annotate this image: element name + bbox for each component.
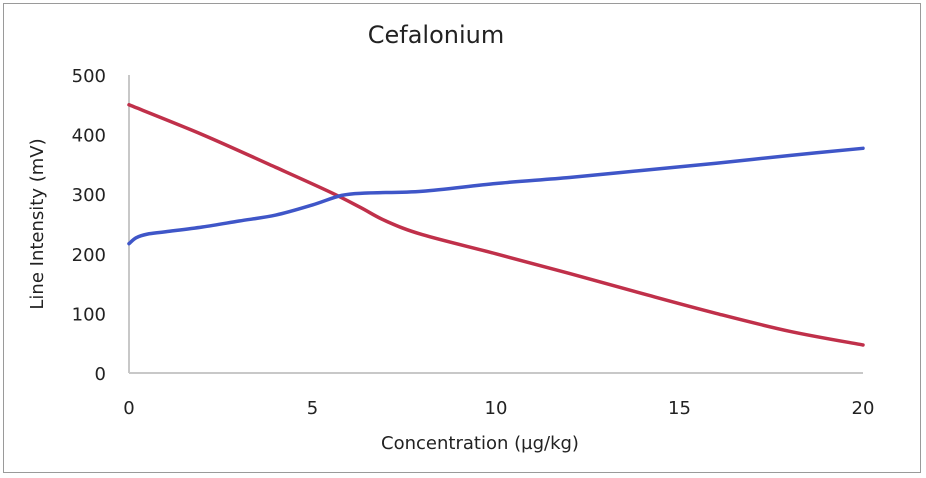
- y-tick-label: 200: [72, 245, 106, 266]
- y-tick-label: 500: [72, 66, 106, 87]
- x-tick-label: 5: [307, 398, 318, 419]
- x-tick-label: 10: [485, 398, 508, 419]
- y-tick-label: 0: [95, 364, 106, 385]
- chart-title: Cefalonium: [368, 21, 505, 49]
- y-tick-label: 100: [72, 304, 106, 325]
- y-tick-label: 400: [72, 126, 106, 147]
- y-tick-label: 300: [72, 185, 106, 206]
- x-axis-label: Concentration (µg/kg): [381, 433, 579, 454]
- x-tick-label: 20: [852, 398, 875, 419]
- y-axis-label: Line Intensity (mV): [27, 138, 48, 309]
- x-tick-label: 15: [668, 398, 691, 419]
- series-blue-line: [127, 146, 865, 246]
- x-tick-label: 0: [123, 398, 134, 419]
- series-red-line: [127, 103, 865, 347]
- chart-frame: [3, 3, 921, 473]
